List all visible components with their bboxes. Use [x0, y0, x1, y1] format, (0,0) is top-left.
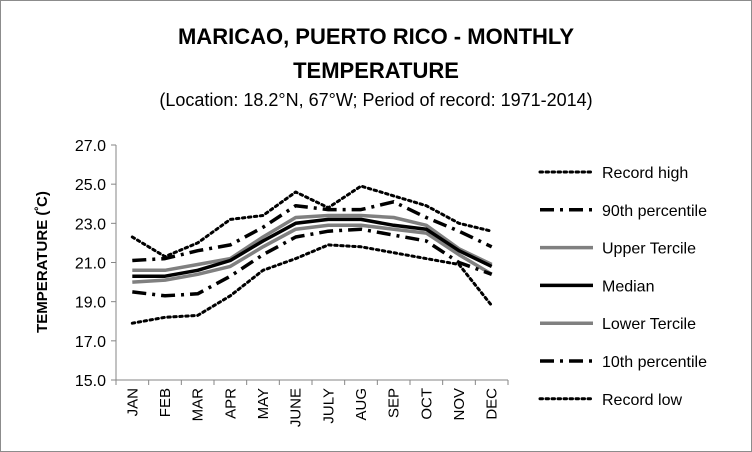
x-tick-label: JULY — [320, 388, 337, 424]
x-tick-label: DEC — [484, 388, 501, 420]
x-tick-label: MAY — [255, 388, 272, 419]
y-axis-label-end: C) — [34, 191, 51, 207]
series-line-lower-tercile — [132, 223, 493, 284]
y-tick-label: 25.0 — [75, 177, 106, 194]
legend-label-upper-tercile: Upper Tercile — [602, 241, 696, 258]
legend-label-10th-percentile: 10th percentile — [602, 354, 707, 371]
series-line-record-low — [130, 243, 494, 325]
x-tick-label: JAN — [124, 388, 141, 416]
x-tick-label: OCT — [418, 388, 435, 420]
x-tick-label: AUG — [353, 388, 370, 421]
series-line-record-high — [130, 184, 494, 259]
series-line-90th-percentile — [132, 200, 493, 263]
axes: 15.0 17.0 19.0 21.0 23.0 25.0 27.0 JAN FEB MAR APR… — [75, 138, 509, 427]
legend-label-lower-tercile: Lower Tercile — [602, 316, 696, 333]
series-layer — [130, 184, 494, 325]
legend-label-90th-percentile: 90th percentile — [602, 203, 707, 220]
y-tick-label: 21.0 — [75, 256, 106, 273]
x-tick-label: MAR — [190, 388, 207, 422]
chart-title-line-1: MARICAO, PUERTO RICO - MONTHLY — [177, 24, 574, 49]
x-tick-label: NOV — [451, 388, 468, 421]
series-line-median — [132, 217, 493, 278]
y-axis-label-sup: º — [34, 207, 45, 211]
chart-title-line-2: TEMPERATURE — [293, 58, 459, 83]
legend: Record high 90th percentile Upper Tercile M… — [538, 165, 707, 409]
series-line-10th-percentile — [132, 227, 493, 298]
y-tick-label: 17.0 — [75, 334, 106, 351]
y-tick-label: 15.0 — [75, 373, 106, 390]
y-axis-label-main: TEMPERATURE ( — [34, 211, 51, 333]
legend-label-median: Median — [602, 278, 654, 295]
legend-label-record-low: Record low — [602, 392, 682, 409]
x-tick-label: FEB — [157, 388, 174, 417]
x-tick-label: JUNE — [288, 388, 305, 427]
y-tick-label: 23.0 — [75, 216, 106, 233]
x-tick-label: APR — [222, 388, 239, 419]
chart-title: MARICAO, PUERTO RICO - MONTHLY TEMPERATU… — [0, 20, 752, 88]
legend-label-record-high: Record high — [602, 165, 688, 182]
y-tick-label: 19.0 — [75, 295, 106, 312]
series-line-upper-tercile — [132, 213, 493, 273]
chart-subtitle: (Location: 18.2°N, 67°W; Period of recor… — [159, 90, 593, 110]
x-tick-label: SEP — [386, 388, 403, 418]
y-tick-label: 27.0 — [75, 138, 106, 155]
y-axis-label: TEMPERATURE (ºC) — [34, 191, 52, 333]
